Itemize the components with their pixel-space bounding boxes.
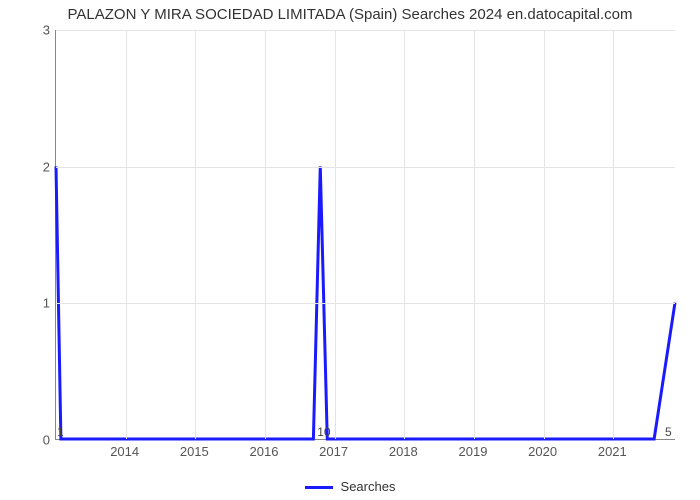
legend: Searches <box>0 479 700 494</box>
x-tick-label: 2014 <box>110 444 139 459</box>
x-tick-label: 2020 <box>528 444 557 459</box>
vgrid-line <box>265 30 266 439</box>
x-tick-label: 2021 <box>598 444 627 459</box>
searches-line <box>56 30 675 439</box>
corner-label-right: 5 <box>665 425 672 439</box>
searches-chart: PALAZON Y MIRA SOCIEDAD LIMITADA (Spain)… <box>0 0 700 500</box>
vgrid-line <box>544 30 545 439</box>
hgrid-line <box>56 30 675 31</box>
x-tick-label: 2015 <box>180 444 209 459</box>
vgrid-line <box>474 30 475 439</box>
x-tick-label: 2019 <box>459 444 488 459</box>
hgrid-line <box>56 303 675 304</box>
hgrid-line <box>56 167 675 168</box>
chart-title: PALAZON Y MIRA SOCIEDAD LIMITADA (Spain)… <box>0 6 700 23</box>
y-tick-label: 1 <box>30 296 50 311</box>
x-tick-label: 2018 <box>389 444 418 459</box>
y-tick-label: 2 <box>30 159 50 174</box>
vgrid-line <box>195 30 196 439</box>
y-tick-label: 0 <box>30 433 50 448</box>
y-tick-label: 3 <box>30 23 50 38</box>
legend-label: Searches <box>341 479 396 494</box>
vgrid-line <box>335 30 336 439</box>
vgrid-line <box>404 30 405 439</box>
corner-label-left: 1 <box>57 425 64 439</box>
x-tick-label: 2016 <box>250 444 279 459</box>
x-tick-label: 2017 <box>319 444 348 459</box>
plot-area <box>55 30 675 440</box>
corner-label-mid: 10 <box>317 425 330 439</box>
legend-swatch <box>305 486 333 489</box>
vgrid-line <box>126 30 127 439</box>
vgrid-line <box>613 30 614 439</box>
